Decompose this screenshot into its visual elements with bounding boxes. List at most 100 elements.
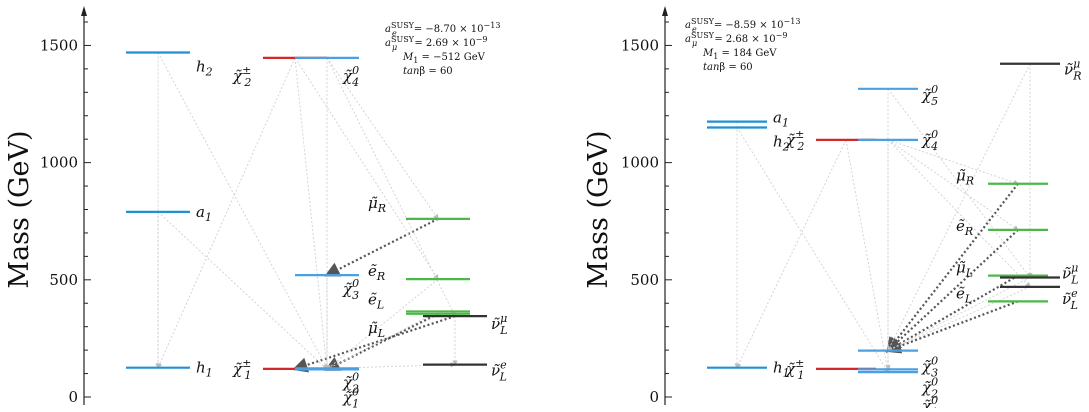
level-label-main: χ̃ — [232, 67, 243, 85]
level-label-main: χ̃ — [342, 373, 353, 391]
level-label-sub: 1 — [352, 397, 359, 408]
level-label-sub: 2 — [205, 65, 213, 78]
level-label-sup: ± — [795, 128, 804, 141]
level-label-main: μ̃ — [956, 167, 966, 185]
level-label-sub: 2 — [796, 140, 804, 153]
level-label-sup: ± — [242, 357, 251, 370]
level-label-chi10: χ̃01 — [921, 394, 938, 408]
decay-arrow-chi2pm-to-chi10 — [845, 139, 890, 374]
y-axis-title: Mass (GeV) — [583, 130, 614, 288]
level-label-sup: 0 — [931, 83, 938, 96]
decay-arrow-muL-to-chi30 — [885, 274, 1019, 353]
level-label-main: χ̃ — [342, 280, 353, 298]
annotation-line: tanβ = 60 — [403, 66, 453, 77]
level-label-sub: L — [1070, 299, 1078, 312]
level-label-main: h — [196, 359, 206, 377]
level-label-eL: ẽL — [956, 284, 972, 305]
level-label-chi30: χ̃0 3 — [921, 355, 938, 380]
level-label-main: χ̃ — [921, 378, 932, 396]
level-label-sub: R — [965, 175, 974, 188]
level-label-main: a — [196, 203, 205, 221]
level-label-main: a — [773, 109, 782, 127]
level-label-chi40: χ̃0 4 — [921, 128, 938, 153]
y-axis-arrow — [662, 6, 668, 16]
level-label-chi20: χ̃0 2 — [921, 375, 938, 400]
level-label-sup: 0 — [352, 277, 359, 290]
level-label-nuLe: ν̃e L — [1062, 287, 1078, 312]
y-axis-title: Mass (GeV) — [4, 130, 35, 288]
decay-arrow-muL-to-chi10 — [324, 312, 439, 371]
level-label-sub: 4 — [930, 140, 938, 153]
level-label-h1: h1 — [196, 359, 213, 380]
level-label-sub: R — [376, 270, 385, 283]
decay-arrow-nuLe-to-chi30 — [887, 286, 1031, 352]
level-label-h1: h1 — [773, 359, 790, 380]
annotation-line: aSUSY e = −8.70 × 10−13 — [385, 21, 500, 38]
level-label-main: χ̃ — [921, 131, 932, 149]
level-label-sub: L — [1070, 273, 1078, 286]
decay-arrow-muR-to-chi30 — [886, 183, 1019, 354]
y-tick-label: 1500 — [40, 36, 78, 54]
decay-arrow-h2-to-chi20 — [157, 52, 328, 370]
level-label-main: ẽ — [956, 217, 965, 235]
level-label-chi20: χ̃0 2 — [342, 370, 359, 395]
level-label-main: χ̃ — [921, 397, 932, 408]
level-label-sup: 0 — [931, 394, 938, 407]
level-label-main: ν̃ — [491, 315, 500, 333]
level-label-chi2pm: χ̃± 2 — [785, 128, 804, 153]
level-label-main: χ̃ — [232, 360, 243, 378]
level-label-sub: 2 — [782, 140, 790, 153]
level-label-main: μ̃ — [368, 194, 378, 212]
level-label-sup: μ — [1071, 261, 1078, 274]
level-label-main: μ̃ — [956, 259, 966, 277]
decay-arrow-chi2pm-to-h1 — [157, 57, 296, 369]
level-label-nuLmu: ν̃μ L — [491, 312, 508, 337]
decay-arrow-chi40-to-muR — [326, 57, 439, 220]
level-label-muR: μ̃R — [368, 194, 386, 215]
level-label-chi30: χ̃0 3 — [342, 277, 359, 302]
level-label-sub: L — [376, 298, 384, 311]
level-label-main: χ̃ — [785, 131, 796, 149]
level-label-chi40: χ̃0 4 — [342, 64, 359, 89]
annotation-line: aSUSY μ = 2.68 × 10−9 — [685, 31, 787, 48]
decay-arrow-chi2pm-to-chi10 — [294, 57, 330, 371]
level-label-sup: 0 — [352, 64, 359, 77]
level-label-main: χ̃ — [342, 388, 353, 406]
level-label-main: μ̃ — [368, 319, 378, 337]
level-label-sub: 1 — [783, 367, 790, 380]
level-label-main: χ̃ — [342, 67, 353, 85]
decay-arrow-a1-to-chi10 — [157, 211, 328, 371]
annotation-line: aSUSY e = −8.59 × 10−13 — [685, 17, 800, 34]
level-label-main: ν̃ — [1064, 61, 1073, 79]
level-label-main: χ̃ — [921, 86, 932, 104]
level-label-sub: 3 — [352, 289, 359, 302]
decay-arrow-eR-to-chi30 — [885, 229, 1019, 353]
level-label-sub: 5 — [931, 95, 938, 108]
decay-arrow-chi40-to-nuLmu — [326, 57, 456, 318]
y-tick-label: 500 — [49, 271, 78, 289]
decay-arrow-chi2pm-to-h1 — [736, 139, 847, 369]
level-label-sub: 1 — [205, 211, 212, 224]
level-label-chi50: χ̃0 5 — [921, 83, 938, 108]
level-label-eR: ẽR — [956, 217, 973, 238]
y-tick-label: 1000 — [621, 154, 659, 172]
level-label-main: ν̃ — [1062, 264, 1071, 282]
annotation-line: tanβ = 60 — [703, 62, 753, 73]
level-label-main: ẽ — [956, 284, 965, 302]
level-label-sup: e — [1071, 287, 1078, 300]
level-label-sup: 0 — [931, 355, 938, 368]
level-label-main: h — [773, 359, 783, 377]
level-label-sub: 2 — [351, 382, 359, 395]
level-label-sup: μ — [1073, 58, 1080, 71]
level-label-chi1pm: χ̃± 1 — [232, 357, 251, 382]
level-label-sub: R — [964, 225, 973, 238]
decay-arrow-nuR-to-chi30 — [887, 63, 1031, 352]
decay-arrow-nuLmu-to-chi1pm — [292, 315, 456, 373]
level-label-h2: h2 — [196, 57, 213, 78]
